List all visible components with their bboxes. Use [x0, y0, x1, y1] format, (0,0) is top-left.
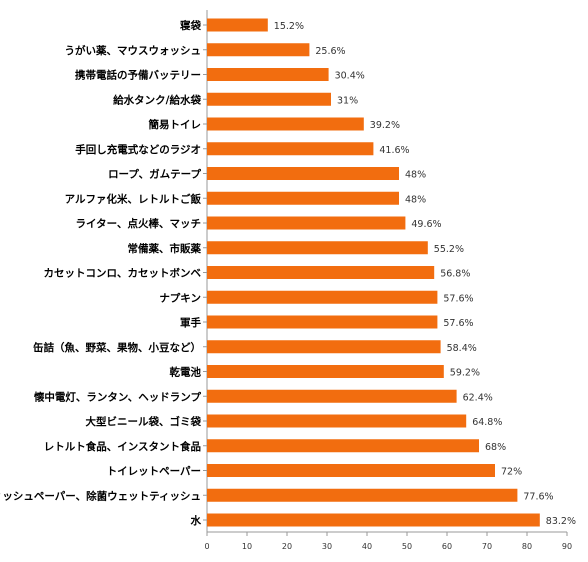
bar — [207, 43, 310, 57]
data-label: 41.6% — [379, 145, 409, 156]
bar — [207, 439, 479, 453]
data-label: 56.8% — [440, 269, 470, 280]
data-label: 39.2% — [370, 120, 400, 131]
bar — [207, 266, 435, 279]
x-tick-label: 40 — [362, 542, 372, 551]
category-label: うがい薬、マウスウォッシュ — [65, 44, 202, 57]
data-label: 83.2% — [546, 516, 576, 527]
x-tick-label: 0 — [204, 542, 209, 551]
category-label: カセットコンロ、カセットボンベ — [44, 267, 202, 280]
category-label: ナプキン — [159, 291, 201, 304]
data-label: 59.2% — [450, 368, 480, 379]
bar — [207, 340, 441, 354]
bar — [207, 191, 399, 205]
bar — [207, 167, 399, 180]
data-label: 77.6% — [523, 491, 553, 502]
category-label: 乾電池 — [170, 366, 202, 379]
category-label: 常備薬、市販薬 — [128, 242, 202, 255]
category-label: 水 — [190, 514, 202, 527]
category-label: トイレットペーパー — [107, 466, 201, 478]
category-label: 大型ビニール袋、ゴミ袋 — [86, 415, 202, 428]
data-label: 72% — [501, 467, 522, 478]
x-tick-label: 50 — [402, 542, 412, 551]
category-label: レトルト食品、インスタント食品 — [44, 440, 201, 453]
data-label: 25.6% — [315, 46, 345, 57]
category-label: 缶詰（魚、野菜、果物、小豆など） — [33, 341, 201, 354]
data-label: 15.2% — [274, 21, 304, 32]
data-label: 30.4% — [335, 71, 365, 82]
bar — [207, 68, 329, 81]
category-label: 簡易トイレ — [148, 118, 202, 131]
bar — [207, 117, 364, 131]
category-label: 軍手 — [180, 316, 201, 329]
x-tick-label: 10 — [242, 542, 252, 551]
data-label: 64.8% — [472, 417, 502, 428]
x-tick-label: 20 — [282, 542, 292, 551]
x-tick-label: 80 — [522, 542, 532, 551]
bar — [207, 389, 457, 403]
data-label: 55.2% — [434, 244, 464, 255]
category-label: 寝袋 — [180, 19, 201, 32]
data-label: 58.4% — [447, 343, 477, 354]
bar — [207, 414, 467, 428]
bar — [207, 488, 518, 502]
category-label: アルファ化米、レトルトご飯 — [65, 192, 202, 205]
category-label: 懐中電灯、ランタン、ヘッドランプ — [34, 390, 202, 403]
data-label: 68% — [485, 442, 506, 453]
data-label: 57.6% — [443, 318, 473, 329]
data-label: 48% — [405, 194, 426, 205]
category-label: 手回し充電式などのラジオ — [75, 143, 201, 156]
bar — [207, 18, 268, 32]
category-label: ライター、点火棒、マッチ — [76, 217, 201, 230]
x-tick-label: 30 — [322, 542, 332, 551]
data-label: 62.4% — [463, 392, 493, 403]
data-label: 49.6% — [411, 219, 441, 230]
bar — [207, 365, 444, 378]
bar — [207, 315, 438, 329]
category-label: 給水タンク/給水袋 — [113, 93, 201, 106]
category-label: 携帯電話の予備バッテリー — [75, 69, 201, 82]
bar — [207, 241, 428, 255]
bar — [207, 216, 406, 230]
data-label: 57.6% — [443, 293, 473, 304]
data-label: 31% — [337, 95, 358, 106]
category-label: ティッシュペーパー、除菌ウェットティッシュ — [0, 489, 201, 502]
data-label: 48% — [405, 170, 426, 181]
x-tick-label: 60 — [442, 542, 452, 551]
x-tick-label: 70 — [482, 542, 492, 551]
bar — [207, 513, 540, 527]
bar — [207, 92, 331, 106]
bar — [207, 290, 438, 304]
bar — [207, 142, 374, 156]
category-label: ロープ、ガムテープ — [108, 168, 201, 181]
bar — [207, 464, 495, 477]
x-tick-label: 90 — [562, 542, 572, 551]
